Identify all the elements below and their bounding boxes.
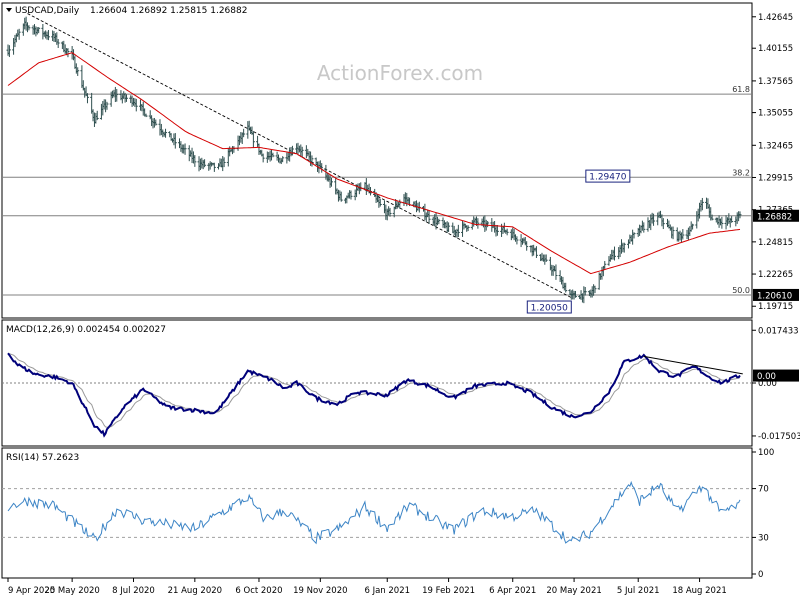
time-axis-label: 20 May 2021 [546, 586, 601, 596]
macd-last-tag-box [753, 369, 799, 382]
macd-line [7, 352, 741, 438]
macd-label: MACD(12,26,9) 0.002454 0.002027 [6, 325, 166, 335]
price-y-tick-label: 1.42645 [758, 13, 793, 23]
rsi-label: RSI(14) 57.2623 [6, 453, 79, 463]
price-y-tick-label: 1.35055 [758, 109, 793, 119]
time-axis-label: 19 Feb 2021 [422, 586, 475, 596]
symbol-label: USDCAD,Daily [15, 6, 80, 16]
rsi-y-tick-label: 100 [758, 448, 774, 458]
price-y-tick-label: 1.32465 [758, 141, 793, 151]
macd-y-tick-label: 0.00 [758, 379, 777, 389]
macd-divergence-line [643, 355, 743, 375]
rsi-line [7, 480, 741, 545]
time-axis-label: 25 May 2020 [44, 586, 99, 596]
level-price-tag: 1.20610 [757, 291, 792, 301]
time-axis-label: 19 Nov 2020 [293, 586, 347, 596]
price-y-tick-label: 1.40155 [758, 44, 793, 54]
time-axis-label: 18 Aug 2021 [672, 586, 726, 596]
fib-level-label: 50.0 [732, 286, 750, 295]
price-y-tick-label: 1.24815 [758, 238, 793, 248]
macd-panel: 0.017433 0.00 -0.017503 MACD(12,26,9) 0.002… [1, 319, 800, 447]
time-axis-label: 21 Aug 2020 [168, 586, 222, 596]
rsi-y-tick-label: 30 [758, 533, 769, 543]
price-y-tick-label: 1.37565 [758, 77, 793, 87]
price-panel: ActionForex.com 1.42645 1.40155 1.37565 1.35… [1, 2, 799, 319]
price-annotation-label: 1.29470 [589, 173, 626, 183]
price-frame [1, 2, 753, 319]
dropdown-icon [6, 8, 12, 12]
moving-average-line [7, 52, 741, 275]
rsi-panel: 100 70 30 0 RSI(14) 57.2623 [1, 447, 774, 580]
time-axis-label: 6 Apr 2021 [489, 586, 536, 596]
macd-y-tick-label: 0.017433 [758, 326, 799, 336]
rsi-frame [1, 447, 753, 579]
time-axis-label: 5 Jul 2021 [617, 586, 660, 596]
time-axis-label: 6 Oct 2020 [235, 586, 282, 596]
fib-level-label: 38.2 [732, 168, 750, 177]
time-axis-label: 9 Apr 2020 [8, 586, 55, 596]
price-y-tick-label: 1.22265 [758, 270, 793, 280]
price-annotation-box [585, 169, 631, 183]
fib-level-label: 61.8 [732, 85, 750, 94]
watermark: ActionForex.com [317, 61, 483, 85]
price-y-tick-label: 1.19715 [758, 302, 793, 312]
level-price-tag-box [753, 288, 799, 301]
rsi-y-tick-label: 70 [758, 485, 769, 495]
price-y-tick-label: 1.29915 [758, 173, 793, 183]
price-annotation-label: 1.20050 [531, 304, 568, 314]
price-annotation-box [526, 300, 572, 314]
time-axis-label: 6 Jan 2021 [364, 586, 410, 596]
time-axis-label: 8 Jul 2020 [112, 586, 155, 596]
macd-y-tick-label: -0.017503 [758, 432, 800, 442]
last-price-tag: 1.26882 [757, 212, 792, 222]
ohlc-readout: 1.26604 1.26892 1.25815 1.26882 [90, 6, 247, 16]
rsi-y-tick-label: 0 [758, 570, 763, 580]
last-price-tag-box [753, 209, 799, 222]
macd-last-tag: 0.00 [757, 372, 776, 382]
